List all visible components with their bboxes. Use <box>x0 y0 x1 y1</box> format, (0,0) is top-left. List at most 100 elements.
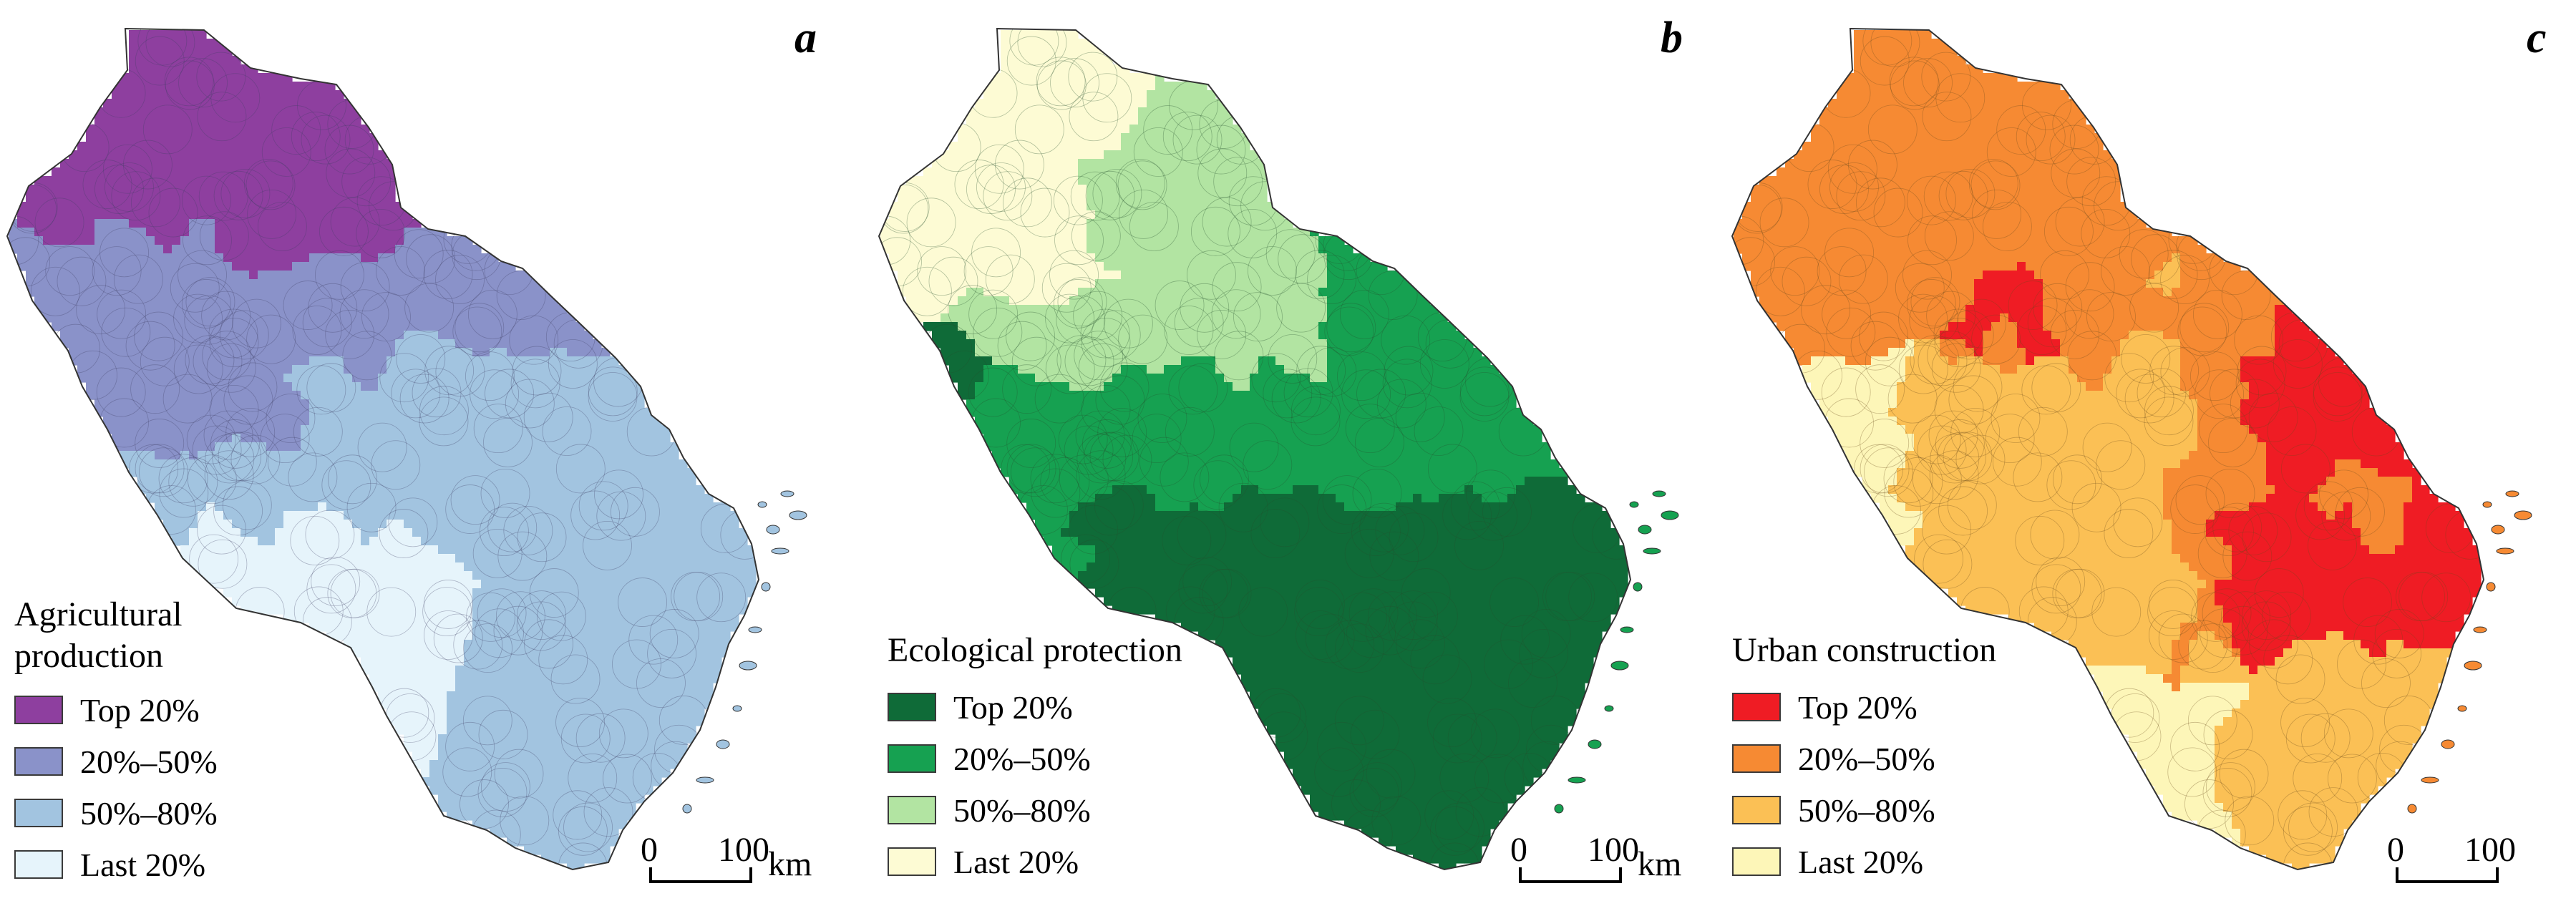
district-cell <box>120 142 130 151</box>
district-cell <box>378 271 387 280</box>
district-cell <box>404 219 413 228</box>
district-cell <box>550 640 559 649</box>
district-cell <box>507 382 516 391</box>
district-cell <box>421 580 430 589</box>
district-cell <box>137 271 147 280</box>
district-cell <box>593 528 602 537</box>
district-cell <box>447 408 456 417</box>
district-cell <box>240 253 250 263</box>
district-cell <box>189 494 198 503</box>
district-cell <box>189 90 198 99</box>
district-cell <box>215 47 224 57</box>
district-cell <box>146 176 155 185</box>
district-cell <box>215 442 224 452</box>
district-cell <box>455 374 465 383</box>
district-cell <box>112 107 121 117</box>
district-cell <box>103 142 112 151</box>
district-cell <box>129 30 138 39</box>
district-cell <box>361 391 370 400</box>
district-cell <box>258 73 267 82</box>
district-cell <box>429 726 439 735</box>
district-cell <box>558 468 568 477</box>
district-cell <box>1155 107 1165 117</box>
district-cell <box>240 580 250 589</box>
district-cell <box>1207 90 1216 99</box>
district-cell <box>326 202 336 211</box>
district-boundary <box>517 512 567 562</box>
district-cell <box>52 185 61 194</box>
district-cell <box>378 185 387 194</box>
district-cell <box>34 296 44 306</box>
district-cell <box>524 743 533 752</box>
district-cell <box>550 494 559 503</box>
district-cell <box>550 356 559 366</box>
district-cell <box>481 640 490 649</box>
district-cell <box>481 691 490 701</box>
district-cell <box>584 494 593 503</box>
district-cell <box>43 288 52 297</box>
district-cell <box>34 245 44 254</box>
district-cell <box>77 202 87 211</box>
district-cell <box>644 683 653 692</box>
district-cell <box>86 253 95 263</box>
district-cell <box>498 417 507 426</box>
district-cell <box>206 442 215 452</box>
district-cell <box>387 185 396 194</box>
district-cell <box>86 210 95 220</box>
district-cell <box>215 305 224 314</box>
district-cell <box>283 562 293 572</box>
district-cell <box>266 605 276 615</box>
district-cell <box>86 288 95 297</box>
district-cell <box>464 485 473 495</box>
district-cell <box>455 339 465 349</box>
district-cell <box>447 708 456 718</box>
district-cell <box>533 786 542 795</box>
district-cell <box>421 511 430 520</box>
district-cell <box>558 820 568 829</box>
district-cell <box>172 485 181 495</box>
district-cell <box>507 494 516 503</box>
district-cell <box>661 631 671 640</box>
district-cell <box>524 829 533 838</box>
district-cell <box>404 571 413 580</box>
district-cell <box>361 296 370 306</box>
district-cell <box>378 408 387 417</box>
district-cell <box>369 185 379 194</box>
district-cell <box>172 528 181 537</box>
district-cell <box>670 623 679 632</box>
district-cell <box>653 777 662 786</box>
district-cell <box>240 562 250 572</box>
district-cell <box>326 520 336 529</box>
district-cell <box>498 537 507 546</box>
district-cell <box>541 477 550 486</box>
district-cell <box>198 82 207 91</box>
district-boundary <box>478 709 528 759</box>
district-boundary <box>306 363 356 413</box>
district-cell <box>26 279 35 288</box>
district-cell <box>533 348 542 357</box>
district-cell <box>77 288 87 297</box>
district-cell <box>593 846 602 855</box>
district-cell <box>593 648 602 658</box>
district-cell <box>378 288 387 297</box>
district-cell <box>249 142 258 151</box>
district-cell <box>1061 99 1070 108</box>
district-cell <box>9 236 18 245</box>
district-cell <box>206 537 215 546</box>
district-cell <box>318 339 327 349</box>
district-boundary <box>130 364 180 414</box>
district-cell <box>550 374 559 383</box>
district-cell <box>472 580 482 589</box>
district-cell <box>352 520 361 529</box>
district-cell <box>26 210 35 220</box>
district-cell <box>593 477 602 486</box>
district-cell <box>490 640 499 649</box>
district-cell <box>421 356 430 366</box>
district-cell <box>120 434 130 443</box>
district-cell <box>472 468 482 477</box>
district-cell <box>429 511 439 520</box>
district-cell <box>361 142 370 151</box>
district-cell <box>309 245 319 254</box>
district-cell <box>1112 90 1122 99</box>
district-cell <box>352 262 361 271</box>
